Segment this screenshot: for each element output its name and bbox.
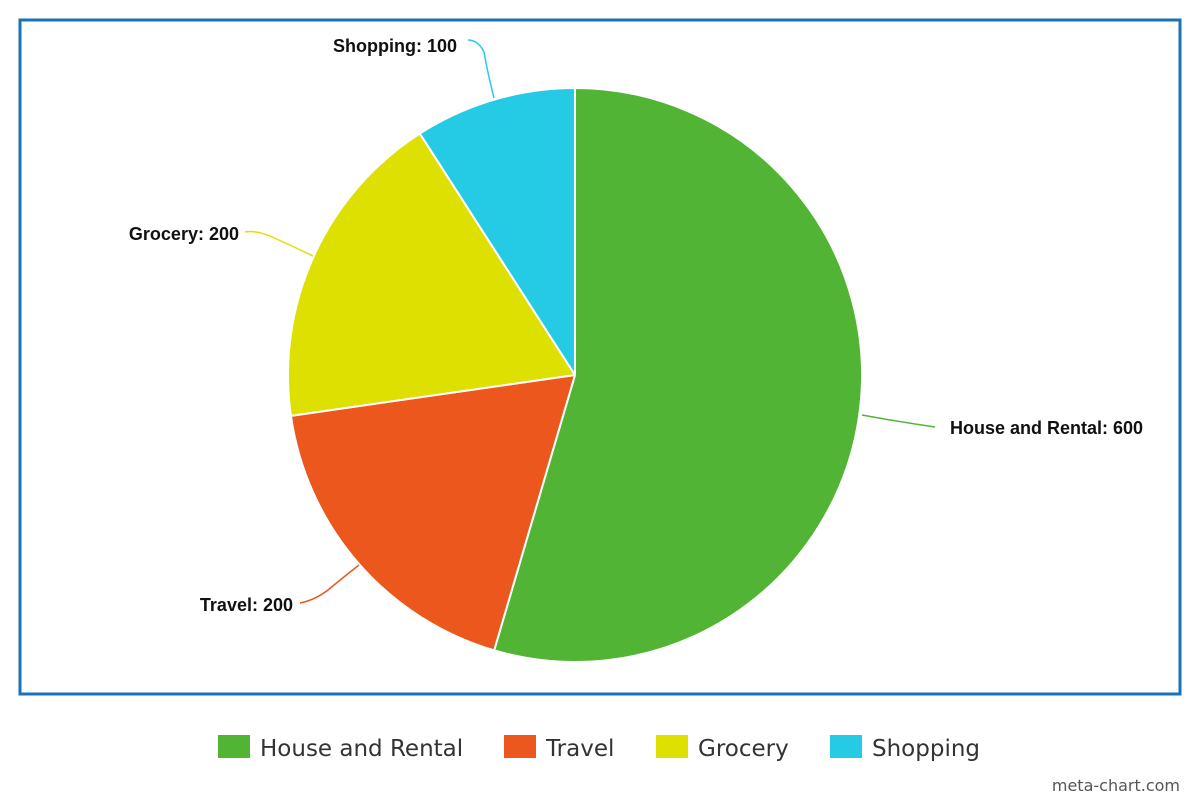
- data-labels: House and Rental: 600 Travel: 200 Grocery:…: [129, 36, 1143, 615]
- label-connector-shopping: [467, 39, 495, 99]
- data-label-travel: Travel: 200: [200, 595, 293, 615]
- data-label-shopping: Shopping: 100: [333, 36, 457, 56]
- legend-label: Travel: [545, 736, 614, 762]
- legend-swatch: [504, 735, 536, 758]
- label-connector-travel: [299, 564, 360, 604]
- legend-label: Grocery: [698, 736, 789, 762]
- data-label-house-and-rental: House and Rental: 600: [950, 418, 1143, 438]
- legend-label: Shopping: [872, 736, 980, 762]
- label-connectors: [244, 39, 936, 604]
- legend-swatch: [830, 735, 862, 758]
- legend-item-shopping[interactable]: Shopping: [830, 735, 980, 762]
- data-label-grocery: Grocery: 200: [129, 224, 239, 244]
- legend-item-grocery[interactable]: Grocery: [656, 735, 789, 762]
- pie-slices: [287, 87, 864, 663]
- pie-slice-shopping: [418, 87, 576, 376]
- pie-slice-travel: [289, 374, 576, 652]
- legend-item-house-and-rental[interactable]: House and Rental: [218, 735, 463, 762]
- credit-text: meta-chart.com: [1052, 776, 1180, 795]
- pie-slice-grocery: [287, 132, 576, 417]
- legend: House and Rental Travel Grocery Shopping: [218, 735, 980, 762]
- legend-swatch: [218, 735, 250, 758]
- label-connector-house-and-rental: [861, 414, 936, 428]
- pie-slice-house-and-rental: [493, 87, 864, 663]
- legend-label: House and Rental: [260, 736, 463, 762]
- legend-swatch: [656, 735, 688, 758]
- label-connector-grocery: [244, 230, 314, 257]
- legend-item-travel[interactable]: Travel: [504, 735, 614, 762]
